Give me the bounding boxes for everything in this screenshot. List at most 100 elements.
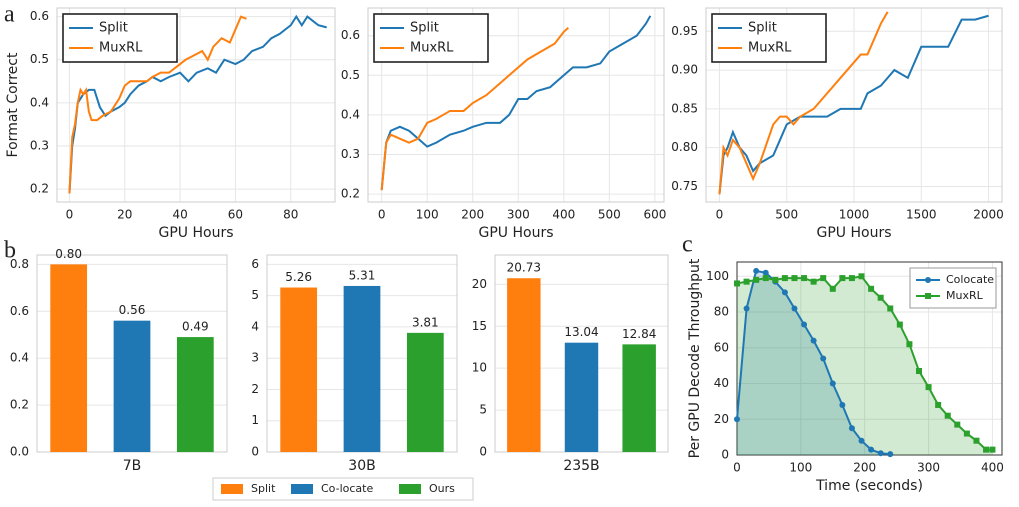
legend-swatch bbox=[291, 484, 313, 494]
y-tick-label: 40 bbox=[714, 376, 729, 390]
value-label: 0.56 bbox=[119, 303, 146, 317]
legend-label: Split bbox=[251, 482, 276, 495]
value-label: 5.26 bbox=[285, 270, 312, 284]
bar bbox=[622, 344, 656, 452]
legend-box bbox=[373, 13, 489, 63]
value-label: 13.04 bbox=[564, 325, 598, 339]
y-tick-label: 0.4 bbox=[341, 107, 360, 121]
panel-label: b bbox=[4, 238, 16, 264]
legend-box bbox=[909, 267, 997, 309]
x-tick-label: 400 bbox=[552, 208, 575, 222]
marker bbox=[820, 355, 827, 362]
y-tick-label: 0.90 bbox=[671, 63, 698, 77]
legend-label: Colocate bbox=[946, 273, 994, 286]
marker bbox=[868, 285, 875, 292]
marker bbox=[944, 412, 951, 419]
legend-label: MuxRL bbox=[946, 289, 984, 302]
x-tick-label: 30B bbox=[348, 458, 375, 474]
x-tick-label: 7B bbox=[123, 458, 142, 474]
x-tick-label: 1000 bbox=[839, 208, 870, 222]
y-tick-label: 1 bbox=[251, 413, 259, 427]
y-axis-label: Per GPU Decode Throughput bbox=[687, 258, 703, 458]
legend-box bbox=[711, 13, 827, 63]
marker bbox=[762, 269, 769, 276]
y-tick-label: 0.80 bbox=[671, 140, 698, 154]
marker bbox=[848, 425, 855, 432]
y-tick-label: 4 bbox=[251, 319, 259, 333]
marker bbox=[848, 275, 855, 282]
y-tick-label: 5 bbox=[251, 288, 259, 302]
y-tick-label: 20 bbox=[472, 277, 487, 291]
x-axis-label: GPU Hours bbox=[816, 225, 891, 241]
y-tick-label: 0.2 bbox=[30, 182, 49, 196]
bar bbox=[176, 337, 214, 452]
x-axis-label: GPU Hours bbox=[478, 225, 553, 241]
area bbox=[737, 270, 891, 455]
value-label: 0.80 bbox=[55, 247, 82, 261]
marker bbox=[877, 450, 884, 457]
bar bbox=[343, 285, 381, 452]
legend-swatch bbox=[221, 484, 243, 494]
panel-label: c bbox=[682, 232, 693, 258]
marker bbox=[781, 289, 788, 296]
bar bbox=[50, 264, 88, 452]
x-axis-label: Time (seconds) bbox=[815, 478, 923, 494]
marker bbox=[887, 305, 894, 312]
y-tick-label: 0.5 bbox=[341, 68, 360, 82]
marker bbox=[868, 446, 875, 453]
y-tick-label: 6 bbox=[251, 257, 259, 271]
marker bbox=[935, 401, 942, 408]
x-tick-label: 0 bbox=[66, 208, 74, 222]
y-tick-label: 0.5 bbox=[30, 52, 49, 66]
x-tick-label: 235B bbox=[563, 458, 599, 474]
bar bbox=[113, 320, 151, 452]
y-tick-label: 10 bbox=[472, 361, 487, 375]
marker bbox=[820, 275, 827, 282]
x-tick-label: 100 bbox=[416, 208, 439, 222]
y-tick-label: 3 bbox=[251, 351, 259, 365]
y-tick-label: 0.95 bbox=[671, 24, 698, 38]
value-label: 5.31 bbox=[349, 268, 376, 282]
y-tick-label: 0.2 bbox=[10, 398, 29, 412]
x-tick-label: 600 bbox=[643, 208, 666, 222]
marker bbox=[896, 321, 903, 328]
x-tick-label: 1500 bbox=[906, 208, 937, 222]
marker bbox=[810, 337, 817, 344]
marker bbox=[734, 280, 740, 287]
marker bbox=[877, 294, 884, 301]
plot-frame bbox=[367, 7, 665, 203]
marker bbox=[801, 275, 808, 282]
marker bbox=[762, 275, 769, 282]
plot-frame bbox=[736, 261, 1003, 456]
marker bbox=[858, 273, 865, 280]
value-label: 0.49 bbox=[182, 320, 209, 334]
y-tick-label: 0.6 bbox=[30, 9, 49, 23]
y-tick-label: 5 bbox=[479, 403, 487, 417]
plot-frame bbox=[56, 7, 336, 203]
y-tick-label: 0.85 bbox=[671, 101, 698, 115]
legend-label: Split bbox=[99, 21, 128, 36]
x-tick-label: 60 bbox=[228, 208, 243, 222]
legend-label: Split bbox=[748, 21, 777, 36]
bar bbox=[564, 342, 599, 452]
line bbox=[736, 275, 993, 451]
marker bbox=[839, 401, 846, 408]
marker bbox=[906, 341, 913, 348]
marker bbox=[858, 437, 865, 444]
y-tick-label: 100 bbox=[706, 269, 729, 283]
plot-frame bbox=[705, 7, 1003, 203]
y-tick-label: 20 bbox=[714, 412, 729, 426]
x-tick-label: 2000 bbox=[973, 208, 1004, 222]
marker bbox=[743, 305, 750, 312]
y-tick-label: 15 bbox=[472, 319, 487, 333]
y-tick-label: 0.3 bbox=[30, 138, 49, 152]
legend-label: Ours bbox=[429, 482, 455, 495]
x-tick-label: 40 bbox=[172, 208, 187, 222]
marker bbox=[829, 380, 836, 387]
y-axis-label: Format Correct bbox=[5, 52, 21, 157]
y-tick-label: 0 bbox=[721, 448, 729, 462]
legend-label: Split bbox=[410, 21, 439, 36]
y-tick-label: 0.6 bbox=[10, 304, 29, 318]
x-tick-label: 100 bbox=[789, 461, 812, 475]
